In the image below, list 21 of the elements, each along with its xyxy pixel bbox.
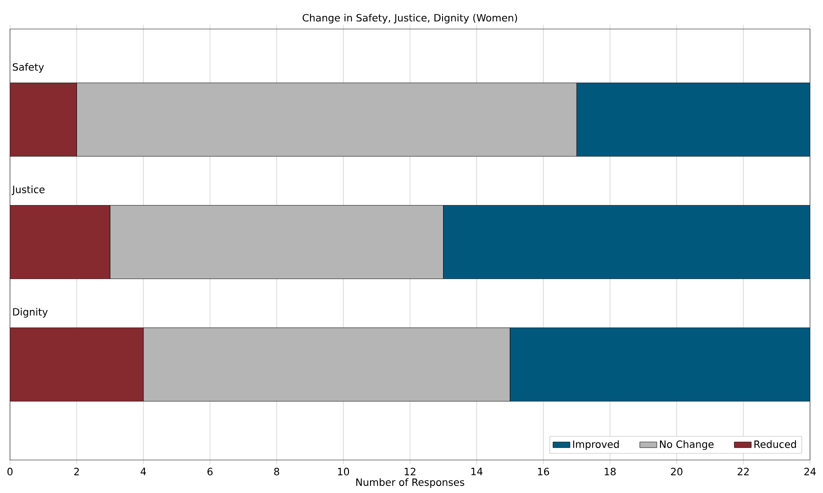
x-tick-label: 14 bbox=[471, 468, 482, 476]
x-tick-label: 20 bbox=[671, 468, 682, 476]
x-tick-label: 12 bbox=[404, 468, 416, 476]
y-tick-label: Dignity bbox=[13, 308, 48, 318]
legend-label: No Change bbox=[660, 440, 714, 450]
x-tick-label: 16 bbox=[538, 468, 550, 476]
x-tick-label: 0 bbox=[7, 468, 13, 476]
x-tick-label: 18 bbox=[604, 468, 616, 476]
x-axis-title: Number of Responses bbox=[356, 478, 464, 488]
x-tick-label: 10 bbox=[338, 468, 350, 476]
x-tick-label: 22 bbox=[738, 468, 749, 476]
y-tick-label: Safety bbox=[12, 63, 44, 73]
legend-label: Improved bbox=[573, 440, 619, 450]
chart-title: Change in Safety, Justice, Dignity (Women) bbox=[302, 14, 518, 24]
x-tick-label: 6 bbox=[208, 468, 213, 476]
x-tick-label: 2 bbox=[74, 468, 79, 476]
legend-label: Reduced bbox=[754, 440, 796, 448]
y-tick-label: Justice bbox=[12, 185, 45, 196]
x-tick-label: 24 bbox=[804, 468, 816, 476]
x-tick-label: 4 bbox=[140, 468, 146, 476]
x-tick-label: 8 bbox=[274, 468, 280, 476]
